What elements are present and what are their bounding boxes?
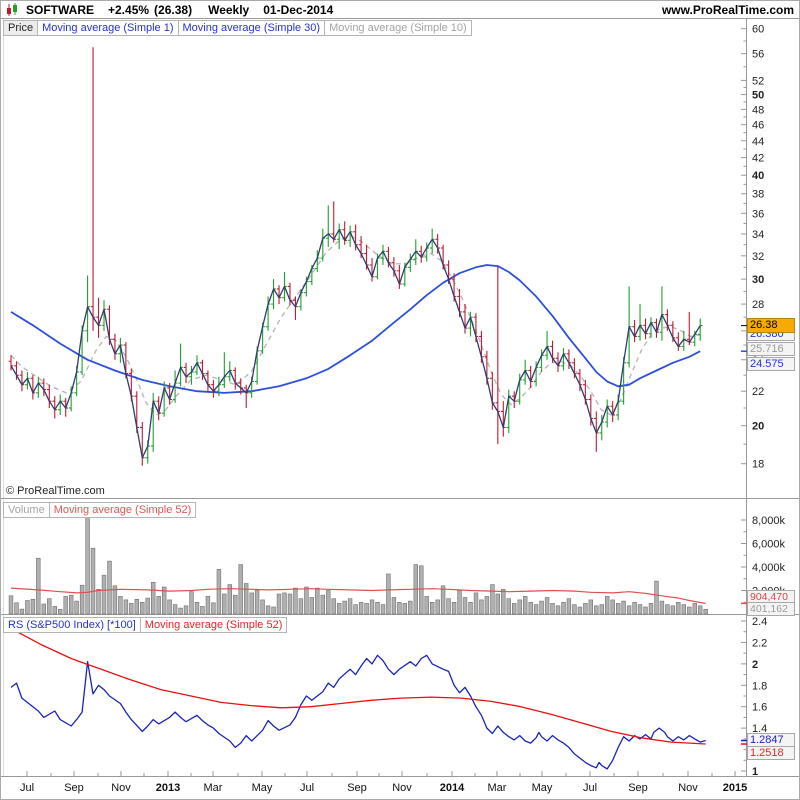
svg-text:1.8: 1.8 bbox=[752, 680, 767, 692]
svg-text:1: 1 bbox=[752, 766, 758, 778]
svg-text:Nov: Nov bbox=[111, 782, 131, 794]
timeframe: Weekly bbox=[208, 2, 250, 17]
legend-rs-item[interactable]: RS (S&P500 Index) [*100] bbox=[3, 617, 141, 633]
svg-text:32: 32 bbox=[752, 251, 764, 263]
svg-text:Nov: Nov bbox=[678, 782, 698, 794]
svg-text:Sep: Sep bbox=[64, 782, 84, 794]
legend-price-item[interactable]: Price bbox=[3, 20, 39, 36]
svg-text:2014: 2014 bbox=[440, 782, 465, 794]
legend-rs-ma-item[interactable]: Moving average (Simple 52) bbox=[139, 617, 288, 633]
svg-text:42: 42 bbox=[752, 153, 764, 165]
svg-text:1.4: 1.4 bbox=[752, 723, 767, 735]
volume-value-label: 401,162 bbox=[747, 602, 795, 616]
legend-ma1-item[interactable]: Moving average (Simple 1) bbox=[37, 20, 179, 36]
svg-text:44: 44 bbox=[752, 136, 764, 148]
svg-text:56: 56 bbox=[752, 49, 764, 61]
svg-text:38: 38 bbox=[752, 189, 764, 201]
svg-text:8,000k: 8,000k bbox=[752, 515, 786, 527]
svg-text:18: 18 bbox=[752, 459, 764, 471]
svg-text:1.6: 1.6 bbox=[752, 702, 767, 714]
svg-text:2015: 2015 bbox=[723, 782, 747, 794]
symbol-name: SOFTWARE bbox=[26, 2, 94, 17]
svg-text:2: 2 bbox=[752, 659, 758, 671]
volume-ma-value-label: 904,470 bbox=[747, 590, 795, 604]
svg-text:6,000k: 6,000k bbox=[752, 539, 786, 551]
ma30-value-label: 24.575 bbox=[747, 357, 795, 371]
svg-text:34: 34 bbox=[752, 229, 764, 241]
volume-legend: Volume Moving average (Simple 52) bbox=[3, 502, 197, 518]
rs-legend: RS (S&P500 Index) [*100] Moving average … bbox=[3, 617, 288, 633]
legend-ma30-item[interactable]: Moving average (Simple 30) bbox=[177, 20, 326, 36]
legend-volume-item[interactable]: Volume bbox=[3, 502, 50, 518]
svg-text:48: 48 bbox=[752, 104, 764, 116]
svg-text:40: 40 bbox=[752, 170, 764, 182]
svg-text:Jul: Jul bbox=[583, 782, 597, 794]
svg-text:Nov: Nov bbox=[392, 782, 412, 794]
date: 01-Dec-2014 bbox=[263, 2, 334, 17]
last-price: (26.38) bbox=[154, 2, 193, 17]
svg-text:Jul: Jul bbox=[20, 782, 34, 794]
rs-ma-value-label: 1.2518 bbox=[747, 746, 795, 760]
svg-text:2.2: 2.2 bbox=[752, 637, 767, 649]
title-bar: SOFTWARE +2.45% (26.38) Weekly 01-Dec-20… bbox=[1, 1, 799, 19]
svg-text:4,000k: 4,000k bbox=[752, 562, 786, 574]
svg-text:36: 36 bbox=[752, 208, 764, 220]
svg-text:20: 20 bbox=[752, 421, 764, 433]
svg-text:Mar: Mar bbox=[488, 782, 507, 794]
svg-text:46: 46 bbox=[752, 120, 764, 132]
svg-text:60: 60 bbox=[752, 24, 764, 36]
svg-text:50: 50 bbox=[752, 90, 764, 102]
svg-text:52: 52 bbox=[752, 75, 764, 87]
svg-text:Mar: Mar bbox=[204, 782, 223, 794]
copyright-text: © ProRealTime.com bbox=[6, 485, 105, 497]
svg-text:22: 22 bbox=[752, 386, 764, 398]
svg-text:May: May bbox=[532, 782, 553, 794]
candlestick-logo-icon bbox=[7, 2, 17, 16]
svg-text:Jul: Jul bbox=[300, 782, 314, 794]
svg-text:Sep: Sep bbox=[628, 782, 648, 794]
svg-text:30: 30 bbox=[752, 274, 764, 286]
change-percent: +2.45% bbox=[108, 2, 150, 17]
legend-ma10-item[interactable]: Moving average (Simple 10) bbox=[324, 20, 472, 36]
svg-text:28: 28 bbox=[752, 299, 764, 311]
price-legend: Price Moving average (Simple 1) Moving a… bbox=[3, 20, 472, 36]
legend-volume-ma-item[interactable]: Moving average (Simple 52) bbox=[48, 502, 197, 518]
svg-text:2013: 2013 bbox=[156, 782, 180, 794]
ma10-value-label: 25.716 bbox=[747, 342, 795, 356]
last-price-label: 26.38 bbox=[747, 318, 795, 333]
svg-text:Sep: Sep bbox=[347, 782, 367, 794]
site-link[interactable]: www.ProRealTime.com bbox=[661, 2, 794, 17]
svg-text:May: May bbox=[252, 782, 273, 794]
svg-text:2.4: 2.4 bbox=[752, 616, 767, 628]
rs-value-label: 1.2847 bbox=[747, 733, 795, 747]
